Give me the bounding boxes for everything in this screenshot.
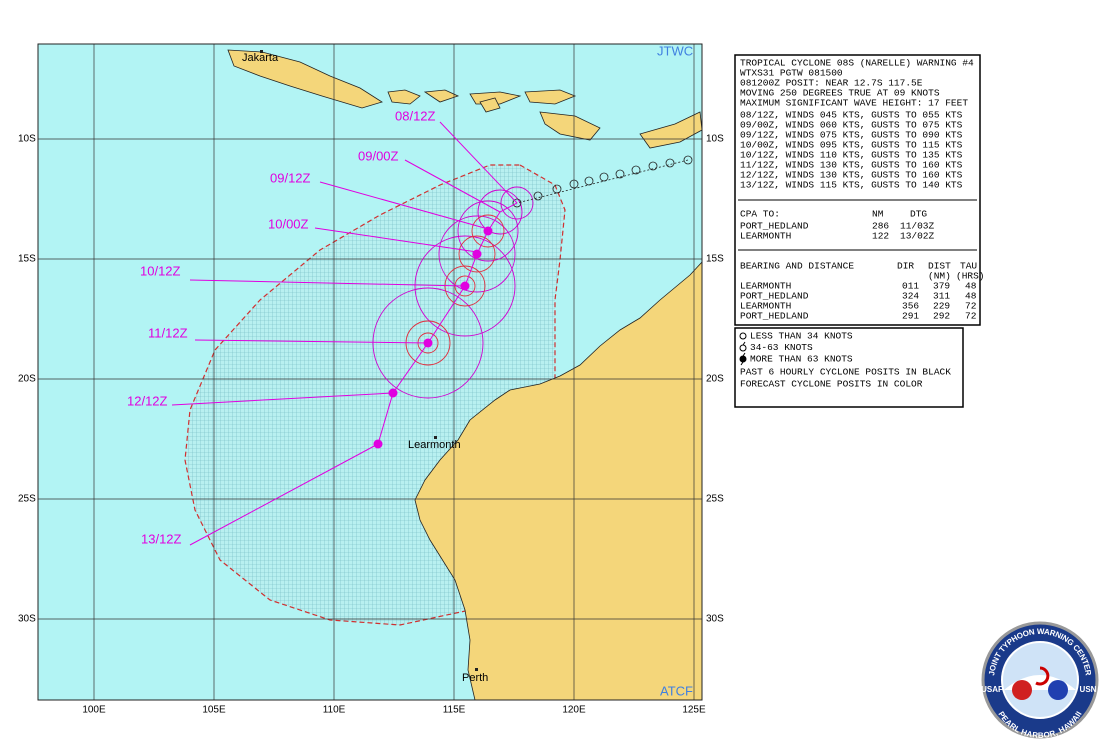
cpa-header: CPA TO:: [740, 209, 780, 220]
warning-line: MAXIMUM SIGNIFICANT WAVE HEIGHT: 17 FEET: [740, 98, 968, 109]
legend-box: [734, 327, 964, 408]
legend-item: LESS THAN 34 KNOTS: [750, 331, 853, 342]
lat-label: 25S: [706, 494, 724, 505]
bearing-cell: PORT_HEDLAND: [740, 311, 809, 322]
forecast-labels: 08/12Z 09/00Z 09/12Z 10/00Z 10/12Z 11/12Z 12/1…: [127, 108, 436, 546]
bearing-cell: 379: [933, 281, 950, 292]
bearing-cell: LEARMONTH: [740, 301, 791, 312]
bearing-subheader: (HRS): [956, 271, 985, 282]
forecast-label: 08/12Z: [395, 108, 436, 123]
legend-note: FORECAST CYCLONE POSITS IN COLOR: [740, 379, 923, 390]
lat-label: 30S: [18, 614, 36, 625]
wind-line: 09/12Z, WINDS 075 KTS, GUSTS TO 090 KTS: [740, 130, 963, 141]
forecast-label: 10/12Z: [140, 263, 181, 278]
bearing-header: DIR: [897, 261, 914, 272]
lat-label: 15S: [706, 254, 724, 265]
place-label: Jakarta: [242, 52, 279, 64]
wind-line: 08/12Z, WINDS 045 KTS, GUSTS TO 055 KTS: [740, 110, 963, 121]
corner-label: JTWC: [657, 43, 693, 58]
cpa-cell: 286: [872, 221, 889, 232]
lon-label: 110E: [323, 705, 346, 716]
forecast-label: 12/12Z: [127, 393, 168, 408]
bearing-header: DIST: [928, 261, 951, 272]
legend-item: 34-63 KNOTS: [750, 342, 813, 353]
lon-label: 120E: [562, 705, 586, 716]
warning-text: TROPICAL CYCLONE 08S (NARELLE) WARNING #…: [740, 58, 985, 390]
wind-line: 11/12Z, WINDS 130 KTS, GUSTS TO 160 KTS: [740, 160, 963, 171]
cpa-cell: 11/03Z: [900, 221, 935, 232]
lat-label: 10S: [18, 134, 36, 145]
bearing-cell: 72: [965, 311, 977, 322]
lon-label: 115E: [443, 705, 466, 716]
legend-symbols: [739, 332, 747, 366]
bearing-cell: 324: [902, 291, 919, 302]
bearing-cell: LEARMONTH: [740, 281, 791, 292]
bearing-cell: 356: [902, 301, 919, 312]
lat-label: 10S: [706, 134, 724, 145]
forecast-label: 13/12Z: [141, 531, 182, 546]
lat-label: 30S: [706, 614, 724, 625]
lon-label: 100E: [82, 705, 106, 716]
grid-labels: 10S 10S 15S 15S 20S 20S 25S 25S 30S 30S 100E 105E 11…: [18, 134, 724, 716]
cpa-cell: 122: [872, 231, 889, 242]
grid: [38, 44, 702, 700]
cpa-header: DTG: [910, 209, 927, 220]
lon-label: 105E: [202, 705, 226, 716]
wind-line: 10/00Z, WINDS 095 KTS, GUSTS TO 115 KTS: [740, 140, 963, 151]
bearing-header: TAU: [960, 261, 977, 272]
bearing-cell: 48: [965, 291, 977, 302]
bearing-cell: 48: [965, 281, 977, 292]
bearing-cell: 011: [902, 281, 919, 292]
logo-left: USAF: [981, 685, 1003, 694]
warning-line: 081200Z POSIT: NEAR 12.7S 117.5E: [740, 78, 923, 89]
lon-label: 125E: [682, 705, 706, 716]
forecast-label: 09/00Z: [358, 148, 399, 163]
lat-label: 15S: [18, 254, 36, 265]
wind-line: 10/12Z, WINDS 110 KTS, GUSTS TO 135 KTS: [740, 150, 963, 161]
wind-line: 09/00Z, WINDS 060 KTS, GUSTS TO 075 KTS: [740, 120, 963, 131]
legend-note: PAST 6 HOURLY CYCLONE POSITS IN BLACK: [740, 367, 951, 378]
bearing-cell: 291: [902, 311, 919, 322]
bearing-cell: PORT_HEDLAND: [740, 291, 809, 302]
corner-label: ATCF: [660, 683, 693, 698]
bearing-cell: 229: [933, 301, 950, 312]
forecast-points: [373, 226, 493, 449]
wind-line: 12/12Z, WINDS 130 KTS, GUSTS TO 160 KTS: [740, 170, 963, 181]
land: [227, 49, 702, 700]
bearing-cell: 292: [933, 311, 950, 322]
logo: JOINT TYPHOON WARNING CENTER PEARL HARBO…: [981, 621, 1099, 740]
logo-right: USN: [1080, 685, 1097, 694]
cpa-cell: 13/02Z: [900, 231, 935, 242]
forecast-label: 11/12Z: [148, 325, 188, 340]
map: Jakarta Learmonth Perth JTWC ATCF: [38, 43, 702, 700]
lat-label: 20S: [706, 374, 724, 385]
lat-label: 20S: [18, 374, 36, 385]
place-label: Perth: [462, 672, 488, 684]
warning-box: [734, 54, 981, 326]
cpa-cell: LEARMONTH: [740, 231, 791, 242]
bearing-header: BEARING AND DISTANCE: [740, 261, 854, 272]
warning-line: MOVING 250 DEGREES TRUE AT 09 KNOTS: [740, 88, 940, 99]
bearing-cell: 311: [933, 291, 950, 302]
forecast-label: 09/12Z: [270, 170, 311, 185]
place-dots: [260, 50, 478, 671]
cpa-cell: PORT_HEDLAND: [740, 221, 809, 232]
warning-line: WTXS31 PGTW 081500: [740, 68, 843, 79]
map-frame: [37, 43, 703, 701]
forecast-track: [171, 121, 518, 546]
cpa-header: NM: [872, 209, 884, 220]
bearing-subheader: (NM): [928, 271, 951, 282]
forecast-label: 10/00Z: [268, 216, 309, 231]
wind-line: 13/12Z, WINDS 115 KTS, GUSTS TO 140 KTS: [740, 180, 963, 191]
bearing-cell: 72: [965, 301, 977, 312]
lat-label: 25S: [18, 494, 36, 505]
place-label: Learmonth: [408, 439, 461, 451]
past-track: [512, 155, 693, 208]
warning-title: TROPICAL CYCLONE 08S (NARELLE) WARNING #…: [740, 58, 974, 69]
legend-item: MORE THAN 63 KNOTS: [750, 354, 853, 365]
